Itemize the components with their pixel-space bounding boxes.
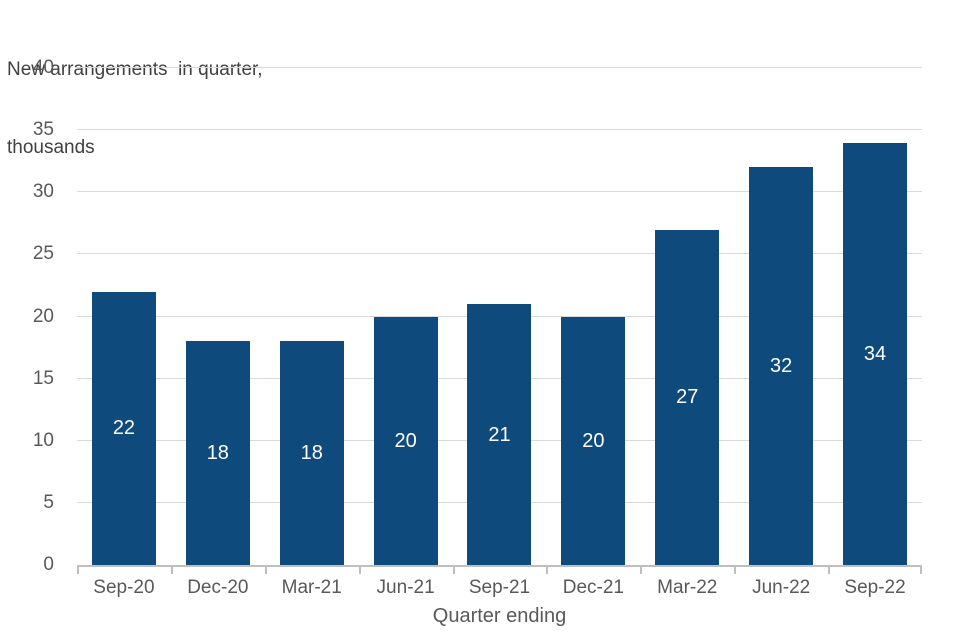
bar-Jun-22: 32 [749, 167, 814, 565]
x-axis-tick [359, 567, 361, 574]
y-tick-label-35: 35 [32, 119, 54, 141]
x-axis-tick [828, 567, 830, 574]
y-tick-label-15: 15 [32, 367, 54, 389]
x-axis: Sep-20 Dec-20 Mar-21 Jun-21 Sep-21 Dec-21 Mar-… [77, 576, 922, 600]
x-tick-label-Mar-22: Mar-22 [657, 577, 718, 598]
x-axis-tick [171, 567, 173, 574]
y-tick-label-30: 30 [32, 181, 54, 203]
bar-value-label: 22 [112, 417, 136, 440]
x-tick-label-Jun-22: Jun-22 [752, 577, 811, 598]
x-tick-label-Mar-21: Mar-21 [281, 577, 342, 598]
bar-value-label: 21 [488, 423, 511, 446]
gridline-y-25 [77, 253, 922, 255]
bar-Dec-21: 20 [561, 316, 626, 565]
y-tick-label-25: 25 [32, 243, 54, 265]
bar-slot-Dec-21: 20 [546, 68, 640, 565]
chart-title: New arrangements in quarter, thousands [7, 5, 263, 213]
gridline-y-40 [77, 67, 922, 68]
bar-value-label: 20 [582, 429, 605, 452]
gridline-y-35 [77, 129, 922, 131]
x-tick-label-Dec-20: Dec-20 [187, 577, 249, 598]
x-axis-title: Quarter ending [432, 605, 567, 627]
bar-slot-Mar-22: 27 [640, 68, 734, 565]
bar-slot-Jun-21: 20 [359, 68, 453, 565]
bar-Dec-20: 18 [185, 341, 250, 565]
bar-Mar-22: 27 [655, 229, 720, 565]
bar-value-label: 34 [863, 342, 887, 365]
x-tick-label-Sep-20: Sep-20 [93, 577, 155, 598]
y-tick-label-10: 10 [32, 429, 54, 451]
bar-slot-Sep-20: 22 [77, 68, 171, 565]
y-tick-label-5: 5 [43, 491, 54, 513]
bar-slot-Jun-22: 32 [734, 68, 828, 565]
plot-area: 22 18 18 20 21 20 27 32 34 [77, 67, 922, 574]
bar-value-label: 20 [394, 429, 417, 452]
y-axis: 0 5 10 15 20 25 30 35 40 [0, 57, 54, 575]
x-axis-tick [546, 567, 548, 574]
gridline-y-30 [77, 191, 922, 193]
y-tick-label-20: 20 [32, 305, 54, 327]
chart-title-line2: thousands [7, 137, 95, 158]
bar-Sep-21: 21 [467, 304, 532, 565]
bar-Sep-20: 22 [91, 291, 156, 565]
x-tick-label-Dec-21: Dec-21 [562, 577, 624, 598]
bar-Jun-21: 20 [373, 316, 438, 565]
chart-title-line1: New arrangements in quarter, [7, 59, 263, 80]
bar-slot-Dec-20: 18 [171, 68, 265, 565]
y-tick-label-0: 0 [43, 554, 54, 575]
x-tick-label-Sep-22: Sep-22 [844, 577, 906, 598]
y-tick-label-40: 40 [32, 57, 54, 78]
x-axis-tick [920, 567, 922, 574]
bar-slot-Sep-21: 21 [453, 68, 547, 565]
x-axis-tick [265, 567, 267, 574]
x-axis-tick [453, 567, 455, 574]
bar-value-label: 27 [676, 386, 699, 409]
bar-slot-Mar-21: 18 [265, 68, 359, 565]
x-tick-label-Jun-21: Jun-21 [376, 577, 435, 598]
bar-Sep-22: 34 [843, 142, 908, 565]
x-tick-label-Sep-21: Sep-21 [468, 577, 531, 598]
bar-value-label: 18 [206, 442, 229, 465]
bar-value-label: 18 [300, 442, 323, 465]
bar-slot-Sep-22: 34 [828, 68, 922, 565]
x-axis-tick [734, 567, 736, 574]
x-axis-tick [640, 567, 642, 574]
bar-value-label: 32 [770, 355, 793, 378]
x-axis-tick [77, 567, 79, 574]
bar-Mar-21: 18 [279, 341, 344, 565]
